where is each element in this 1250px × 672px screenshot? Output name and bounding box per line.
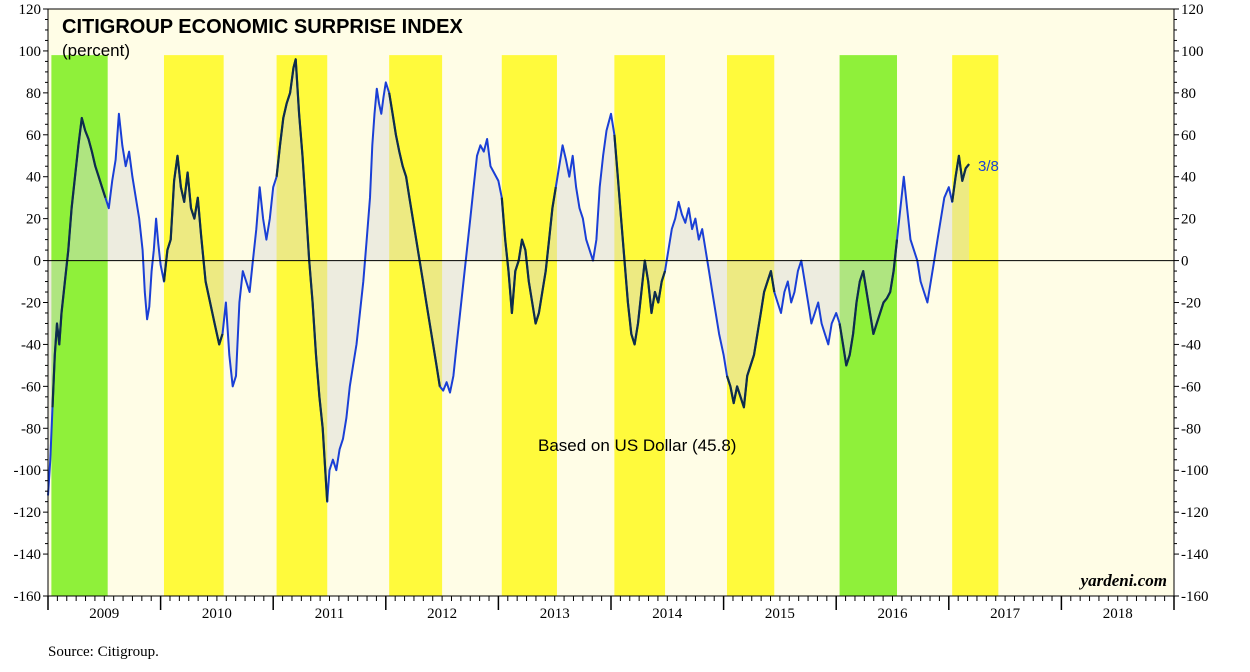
- watermark: yardeni.com: [1079, 571, 1167, 590]
- series-line-band-8: [951, 154, 970, 203]
- y-tick-label-right: -80: [1181, 421, 1201, 437]
- chart-title: CITIGROUP ECONOMIC SURPRISE INDEX: [62, 16, 463, 38]
- x-year-label: 2014: [652, 606, 683, 622]
- series-line-band-3: [388, 92, 441, 387]
- y-tick-label-left: -80: [21, 421, 41, 437]
- y-tick-label-left: -100: [14, 463, 42, 479]
- x-year-label: 2012: [427, 606, 457, 622]
- y-tick-label-right: -100: [1181, 463, 1209, 479]
- y-tick-label-right: -40: [1181, 337, 1201, 353]
- y-tick-label-left: 0: [34, 254, 42, 270]
- y-tick-label-right: 60: [1181, 128, 1196, 144]
- series-line-band-5: [613, 134, 667, 346]
- x-year-label: 2018: [1103, 606, 1133, 622]
- y-tick-label-left: 40: [26, 170, 41, 186]
- band-yellow-5: [614, 55, 666, 596]
- y-tick-label-right: 20: [1181, 212, 1196, 228]
- y-tick-label-left: 120: [19, 2, 42, 18]
- y-tick-label-left: -120: [14, 505, 42, 521]
- highlight-bands: [51, 55, 999, 596]
- series-line-band-6: [725, 270, 776, 409]
- series-line-band-0: [51, 116, 107, 408]
- y-tick-label-left: 60: [26, 128, 41, 144]
- x-year-label: 2016: [878, 606, 909, 622]
- x-year-label: 2017: [990, 606, 1021, 622]
- y-tick-label-left: 100: [19, 44, 42, 60]
- y-tick-label-left: -40: [21, 337, 41, 353]
- source-note: Source: Citigroup.: [48, 644, 159, 660]
- y-tick-label-right: -20: [1181, 296, 1201, 312]
- y-tick-label-right: -120: [1181, 505, 1209, 521]
- band-green-7: [839, 55, 898, 596]
- series-line-band-1: [162, 154, 224, 346]
- x-year-label: 2013: [540, 606, 570, 622]
- series-lines: [47, 58, 970, 503]
- last-date-label: 3/8: [978, 158, 999, 175]
- y-axis-right: -160 -140 -120 -100 -80 -60 -40 -20 0 20 40 60 80 100…: [1174, 2, 1209, 605]
- y-tick-label-left: -60: [21, 379, 41, 395]
- series-line-band-7: [838, 239, 899, 367]
- y-tick-label-right: -160: [1181, 589, 1209, 605]
- y-tick-label-left: -20: [21, 296, 41, 312]
- x-year-label: 2011: [315, 606, 344, 622]
- x-year-label: 2009: [89, 606, 119, 622]
- y-axis-left: -160 -140 -120 -100 -80 -60 -40 -20 0 20 40 60 80 100…: [14, 2, 48, 605]
- band-yellow-1: [163, 55, 224, 596]
- chart-subtitle: (percent): [62, 41, 130, 60]
- y-tick-label-right: -140: [1181, 547, 1209, 563]
- y-tick-label-right: 100: [1181, 44, 1204, 60]
- x-year-label: 2010: [202, 606, 232, 622]
- y-tick-label-right: 80: [1181, 86, 1196, 102]
- y-tick-label-left: -160: [14, 589, 42, 605]
- y-tick-label-right: 40: [1181, 170, 1196, 186]
- y-tick-label-left: -140: [14, 547, 42, 563]
- y-tick-label-left: 80: [26, 86, 41, 102]
- y-tick-label-right: 0: [1181, 254, 1189, 270]
- band-yellow-6: [726, 55, 775, 596]
- chart-annotation: Based on US Dollar (45.8): [538, 436, 736, 455]
- x-axis: 2009 2010 2011 2012 2013 2014 2015 2016 2017 2018: [47, 596, 1175, 622]
- band-yellow-8: [952, 55, 999, 596]
- y-tick-label-right: 120: [1181, 2, 1204, 18]
- series-line-band-2: [275, 58, 329, 502]
- x-year-label: 2015: [765, 606, 795, 622]
- y-tick-label-left: 20: [26, 212, 41, 228]
- y-tick-label-right: -60: [1181, 379, 1201, 395]
- band-yellow-4: [501, 55, 557, 596]
